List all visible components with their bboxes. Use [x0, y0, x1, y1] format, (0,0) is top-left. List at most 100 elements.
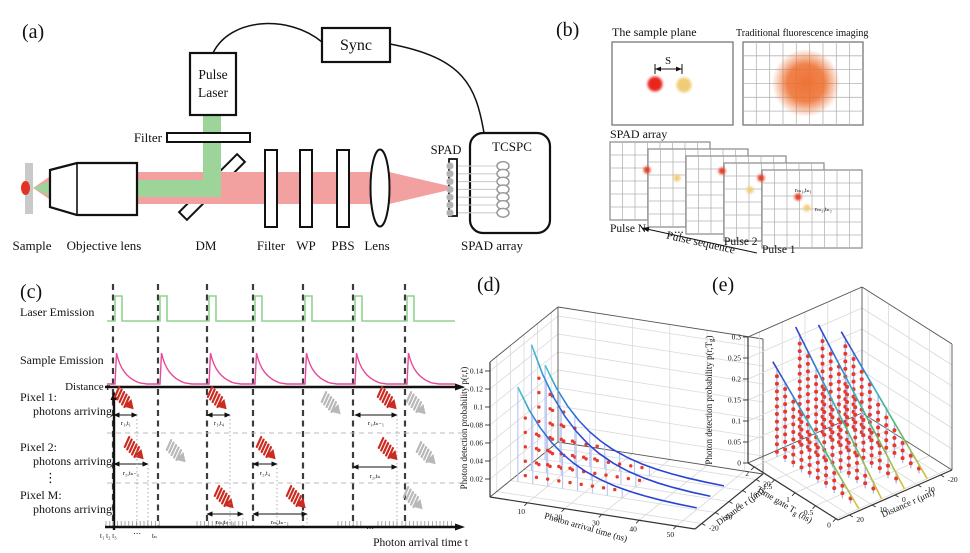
- data-dot: [783, 455, 788, 460]
- data-dot: [561, 424, 566, 429]
- data-dot: [846, 455, 851, 460]
- data-dot: [877, 466, 882, 471]
- tick-label: 0.25: [728, 354, 741, 363]
- data-dot: [867, 397, 872, 402]
- tick-label: -20: [709, 524, 719, 533]
- data-dot: [851, 356, 856, 361]
- data-dot: [613, 487, 617, 492]
- data-dot: [884, 415, 889, 420]
- data-dot: [791, 407, 796, 412]
- data-dot: [876, 410, 881, 415]
- data-dot: [869, 430, 874, 435]
- d-zlabel: Photon detection probability p(r,t): [459, 367, 469, 490]
- data-dot: [617, 462, 622, 466]
- data-dot: [814, 397, 819, 402]
- pixelM-sublabel: photons arriving: [33, 502, 112, 516]
- data-dot: [840, 483, 845, 488]
- panel-c-label: (c): [20, 281, 42, 303]
- wp-label: WP: [296, 238, 316, 253]
- data-dot: [824, 458, 829, 463]
- sample-plane-red-emitter: [647, 76, 663, 92]
- data-dot: [523, 430, 528, 435]
- data-dot: [791, 445, 796, 450]
- panel-a-label: (a): [22, 21, 44, 43]
- data-dot: [867, 427, 872, 432]
- pulse-sequence-arrow: [641, 226, 758, 254]
- data-dot: [830, 430, 835, 435]
- data-dot: [845, 384, 850, 389]
- data-dot: [774, 412, 779, 417]
- pulse-laser-label-1: Pulse: [198, 67, 227, 82]
- data-dot: [884, 430, 889, 435]
- data-dot: [836, 417, 841, 422]
- data-dot: [799, 457, 804, 462]
- data-dot: [537, 434, 541, 438]
- traditional-title: Traditional fluorescence imaging: [736, 28, 868, 39]
- tick-label: 40: [629, 524, 637, 533]
- data-dot: [822, 440, 827, 445]
- data-dot: [859, 392, 864, 397]
- data-dot: [876, 417, 881, 422]
- data-dot: [557, 464, 561, 469]
- objective-lens-shape: [48, 161, 139, 217]
- data-dot: [884, 445, 889, 450]
- tick-label: 0.05: [728, 438, 741, 447]
- data-dot: [820, 339, 825, 344]
- data-dot: [836, 387, 841, 392]
- time-tick-tn: tₙ: [152, 532, 157, 540]
- dotted-leader-lines: [136, 415, 398, 526]
- data-dot: [534, 432, 539, 436]
- data-dot: [838, 465, 843, 470]
- data-dot: [908, 453, 913, 458]
- data-dot: [570, 453, 575, 458]
- spad-pixels: [446, 162, 454, 217]
- data-dot: [820, 384, 825, 389]
- data-dot: [845, 392, 850, 397]
- data-dot: [805, 429, 810, 434]
- data-dot: [853, 420, 858, 425]
- data-dot: [828, 427, 833, 432]
- data-dot: [908, 461, 913, 466]
- data-dot: [843, 344, 848, 349]
- photon1-coord-label: rₘ₁,tₙ₁: [795, 187, 812, 194]
- data-dot: [791, 414, 796, 419]
- data-dot: [814, 419, 819, 424]
- tick-label: 10: [750, 491, 758, 500]
- data-dot: [838, 450, 843, 455]
- data-dot: [783, 394, 788, 399]
- data-dot: [853, 412, 858, 417]
- data-dot: [845, 437, 850, 442]
- data-dot: [838, 458, 843, 463]
- data-dot: [822, 394, 827, 399]
- tick-label: 10: [518, 507, 526, 516]
- data-dot: [828, 374, 833, 379]
- laser-emission-label: Laser Emission: [20, 305, 94, 319]
- data-dot: [548, 450, 552, 454]
- tick-label: 0.2: [732, 375, 742, 384]
- spad-array-title: SPAD array: [610, 127, 667, 141]
- data-dot: [828, 382, 833, 387]
- data-dot: [859, 415, 864, 420]
- data-dot: [871, 486, 876, 491]
- data-dot: [828, 412, 833, 417]
- data-dot: [537, 462, 541, 467]
- pulse-n-label: Pulse N: [610, 223, 647, 235]
- series-line: [817, 324, 906, 490]
- data-dot: [838, 420, 843, 425]
- sample-plane-box: [611, 41, 734, 126]
- data-dot: [853, 405, 858, 410]
- data-dot: [791, 460, 796, 465]
- data-dot: [815, 460, 820, 465]
- data-dot: [606, 460, 611, 465]
- d-xlabel: Photon arrival time (ns): [543, 510, 628, 543]
- data-dot: [859, 377, 864, 382]
- data-dot: [584, 457, 588, 461]
- pixel1-label: Pixel 1:: [20, 390, 57, 404]
- data-dot: [828, 351, 833, 356]
- excitation-filter: [166, 132, 251, 143]
- data-dot: [593, 471, 597, 476]
- data-dot: [885, 471, 890, 476]
- data-dot: [830, 415, 835, 420]
- data-dot: [783, 424, 788, 429]
- data-dot: [550, 423, 555, 427]
